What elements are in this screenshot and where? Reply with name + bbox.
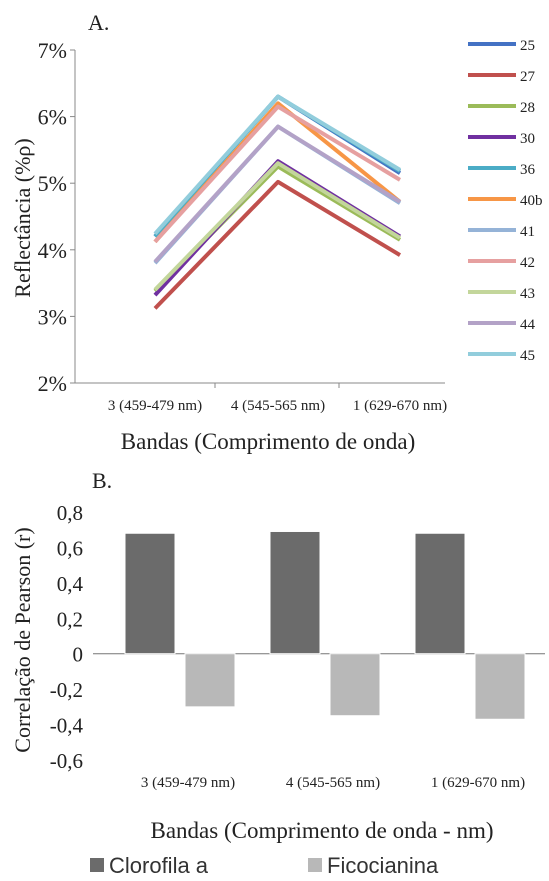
- panel-b-y-tick-label: -0,2: [50, 678, 83, 702]
- legend-swatch-clorofila-a: [90, 858, 104, 872]
- bar-clorofila-a-0: [124, 532, 176, 655]
- legend-label-clorofila-a: Clorofila a: [109, 853, 209, 878]
- panel-a-ylabel: Reflectância (%ρ): [10, 138, 35, 297]
- panel-a-y-tick-label: 3%: [38, 304, 67, 329]
- panel-b-y-tick-label: 0,4: [57, 572, 84, 596]
- panel-b-y-tick-label: 0,6: [57, 536, 83, 560]
- panel-b-x-tick-label: 1 (629-670 nm): [431, 775, 525, 791]
- panel-a-y-tick-label: 7%: [38, 38, 67, 63]
- legend-label-43: 43: [520, 286, 535, 302]
- panel-a-y-tick-label: 4%: [38, 238, 67, 263]
- panel-a-label: A.: [88, 10, 109, 35]
- legend-label-ficocianina: Ficocianina: [327, 853, 439, 878]
- legend-label-42: 42: [520, 255, 535, 271]
- panel-b-y-tick-label: -0,6: [50, 749, 83, 773]
- panel-a-x-tick-label: 4 (545-565 nm): [231, 398, 325, 414]
- legend-label-28: 28: [520, 100, 535, 116]
- panel-b-y-tick-label: 0,8: [57, 501, 83, 525]
- legend-label-45: 45: [520, 348, 535, 364]
- legend-label-36: 36: [520, 162, 536, 178]
- series-line-43: [153, 161, 402, 292]
- panel-a: A. Reflectância (%ρ) Bandas (Comprimento…: [10, 10, 543, 454]
- series-line-27: [153, 179, 402, 310]
- legend-swatch-ficocianina: [308, 858, 322, 872]
- panel-b: B. Correlação de Pearson (r) Bandas (Com…: [10, 468, 545, 878]
- series-line-45: [153, 94, 402, 236]
- panel-b-bars: [124, 530, 526, 720]
- bar-ficocianina-2: [474, 653, 526, 720]
- panel-b-y-tick-label: -0,4: [50, 714, 84, 738]
- legend-label-27: 27: [520, 69, 536, 85]
- panel-b-xlabel: Bandas (Comprimento de onda - nm): [150, 818, 493, 843]
- series-line-44: [153, 124, 402, 264]
- legend-label-41: 41: [520, 224, 535, 240]
- panel-b-y-tick-label: 0: [73, 643, 84, 667]
- panel-a-x-tick-label: 3 (459-479 nm): [108, 398, 202, 414]
- legend-label-40b: 40b: [520, 193, 543, 209]
- panel-a-lines: [153, 94, 402, 310]
- legend-label-30: 30: [520, 131, 535, 147]
- bar-ficocianina-1: [329, 653, 381, 717]
- panel-b-ylabel: Correlação de Pearson (r): [10, 527, 35, 752]
- panel-a-y-tick-label: 6%: [38, 105, 67, 130]
- bar-ficocianina-0: [184, 653, 236, 708]
- panel-a-y-tick-label: 5%: [38, 171, 67, 196]
- panel-a-xlabel: Bandas (Comprimento de onda): [121, 429, 415, 454]
- panel-a-y-tick-label: 2%: [38, 371, 67, 396]
- bar-clorofila-a-1: [269, 530, 321, 655]
- panel-a-axes: 2% 3% 4% 5% 6% 7% 3 (459-479 nm) 4 (545-565 nm)…: [38, 38, 447, 414]
- panel-b-label: B.: [92, 468, 112, 493]
- panel-a-x-tick-label: 1 (629-670 nm): [353, 398, 447, 414]
- series-line-42: [153, 104, 402, 244]
- bar-clorofila-a-2: [414, 532, 466, 655]
- panel-b-y-tick-label: 0,2: [57, 607, 83, 631]
- legend-label-25: 25: [520, 38, 535, 54]
- panel-b-legend: Clorofila a Ficocianina: [90, 853, 439, 878]
- panel-a-legend: 25 27 28 30 36 40b 41 42 43 44 45: [468, 38, 543, 364]
- panel-b-x-tick-label: 3 (459-479 nm): [141, 775, 235, 791]
- legend-label-44: 44: [520, 317, 536, 333]
- panel-b-axes: -0,6 -0,4 -0,2 0 0,2 0,4 0,6 0,8 3 (459-479 nm) 4…: [50, 501, 545, 791]
- panel-b-x-tick-label: 4 (545-565 nm): [286, 775, 380, 791]
